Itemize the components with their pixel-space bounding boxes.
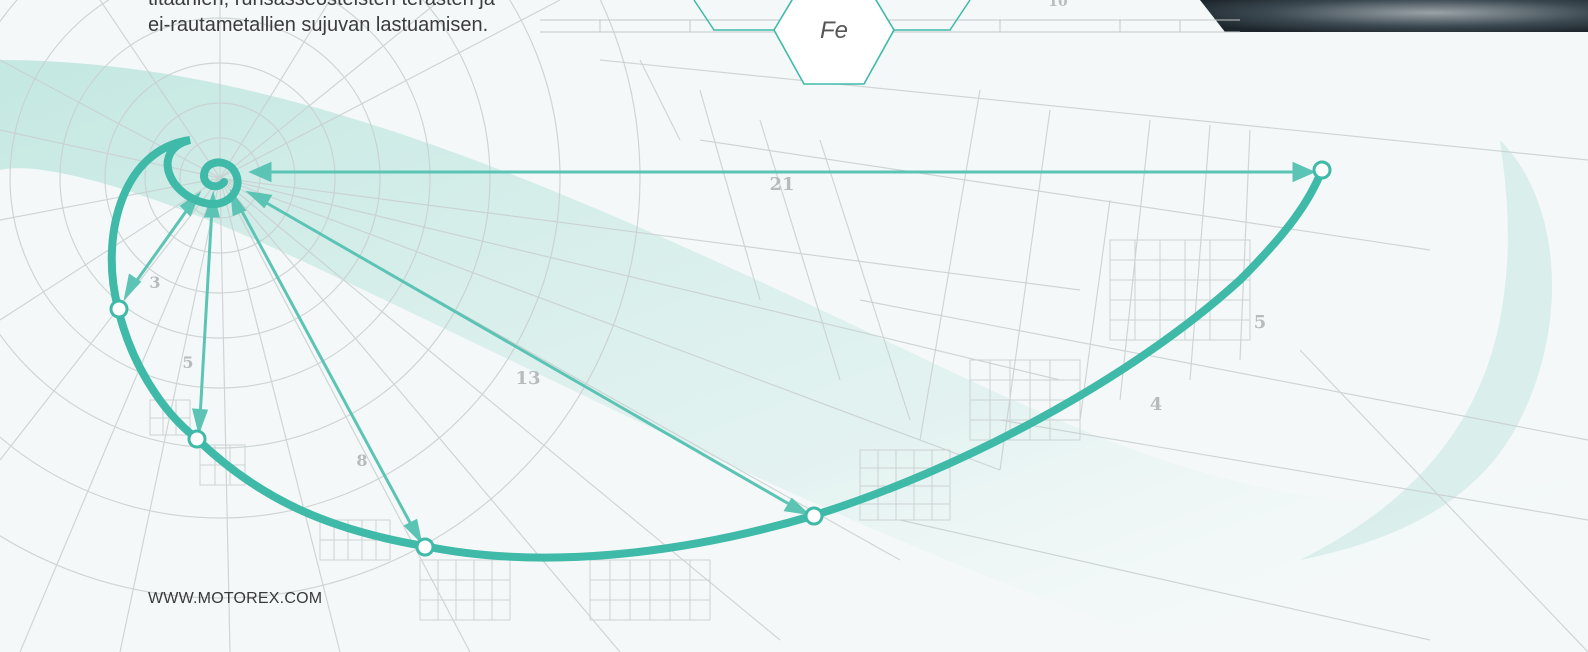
spiral-number-21: 21 [769,174,794,195]
spiral-number-3: 3 [149,273,160,292]
intro-paragraph: titaanien, runsasseosteisten terästen ja… [148,0,578,38]
tool-photo [1200,0,1588,32]
liquid-splash [1300,140,1553,560]
liquid-swirl [0,60,1588,652]
spiral-arrows [123,161,1316,545]
spiral-number-8: 8 [356,451,367,470]
fe-hexagon [773,0,895,85]
intro-line-1: titaanien, runsasseosteisten terästen ja [148,0,578,12]
outer-grid [599,59,1588,652]
spiral-number-5-right: 5 [1254,312,1267,333]
website-url[interactable]: WWW.MOTOREX.COM [148,590,323,607]
spiral-number-13: 13 [515,368,540,389]
spiral-number-5-left: 5 [182,353,193,372]
spiral-number-labels: 21 3 5 8 13 5 4 [149,174,1266,470]
intro-line-2: ei-rautametallien sujuvan lastuamisen. [148,14,489,36]
spiral-number-4: 4 [1150,394,1163,415]
ruler-number: 10 [1048,0,1068,10]
spiral-nodes [109,160,1332,557]
fe-hexagon-label: Fe [820,17,848,44]
